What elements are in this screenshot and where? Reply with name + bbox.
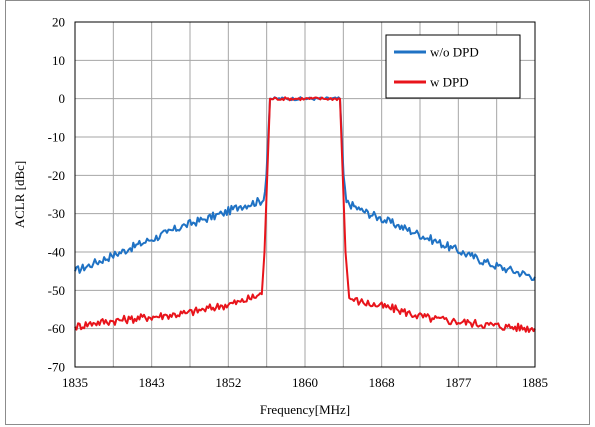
y-tick-label: -50 (48, 283, 65, 298)
y-tick-label: -40 (48, 245, 65, 260)
legend-box (385, 34, 521, 99)
x-tick-label: 1835 (62, 375, 88, 390)
y-tick-label: 0 (59, 91, 66, 106)
x-tick-label: 1843 (139, 375, 165, 390)
x-axis-label: Frequency[MHz] (260, 402, 350, 417)
legend: w/o DPD w DPD (385, 34, 521, 99)
legend-label-w-dpd: w DPD (430, 75, 469, 90)
x-tick-label: 1860 (292, 375, 318, 390)
y-tick-label: -20 (48, 168, 65, 183)
y-tick-label: 20 (52, 15, 65, 30)
legend-label-wo-dpd: w/o DPD (430, 45, 479, 60)
series-layer (74, 96, 536, 333)
y-axis-label: ACLR [dBc] (12, 161, 27, 229)
plot-area-border (74, 21, 536, 368)
y-tick-label: -70 (48, 360, 65, 375)
y-tick-label: -10 (48, 130, 65, 145)
y-tick-label: 10 (52, 53, 65, 68)
y-tick-label: -30 (48, 206, 65, 221)
x-tick-label: 1852 (215, 375, 241, 390)
series-line-w-dpd (74, 96, 536, 333)
y-tick-label: -60 (48, 321, 65, 336)
x-tick-label: 1868 (369, 375, 395, 390)
x-tick-label: 1877 (445, 375, 472, 390)
x-tick-label: 1885 (522, 375, 548, 390)
